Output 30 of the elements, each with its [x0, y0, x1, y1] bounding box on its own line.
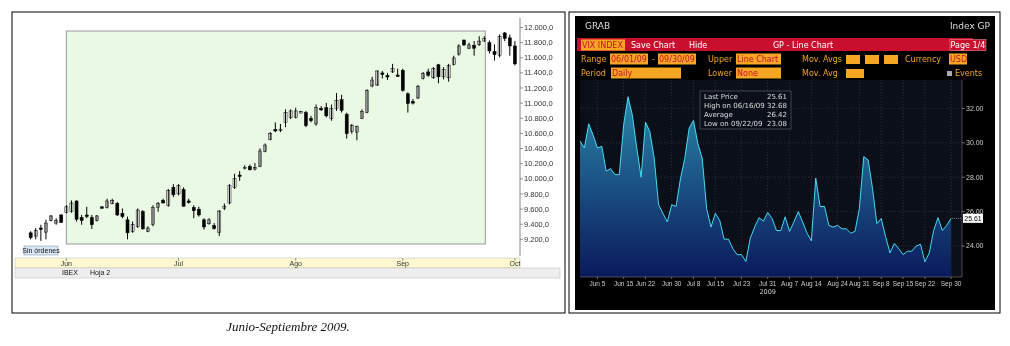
- text: Line Chart: [737, 55, 779, 64]
- text: GP - Line Chart: [772, 41, 834, 50]
- text: Save Chart: [631, 41, 676, 50]
- text: Period: [581, 69, 606, 78]
- candlestick: [487, 39, 492, 54]
- text: Upper: [708, 55, 733, 64]
- text: Index GP: [949, 21, 991, 31]
- candlestick: [268, 131, 273, 141]
- candlestick: [84, 206, 89, 219]
- text: Range: [581, 55, 607, 64]
- text: Currency: [905, 55, 942, 64]
- text: USD: [950, 55, 968, 64]
- candlestick: [451, 55, 456, 66]
- text: Daily: [612, 69, 633, 78]
- text: Junio-Septiembre 2009.: [226, 319, 350, 334]
- text: GRAB: [585, 21, 611, 31]
- text: -: [652, 55, 655, 64]
- text: Hide: [689, 41, 708, 50]
- candlestick: [385, 72, 390, 81]
- text: Events: [955, 69, 983, 78]
- candlestick: [237, 170, 242, 182]
- candlestick: [390, 63, 395, 74]
- text: Lower: [708, 69, 733, 78]
- text: Mov. Avgs: [802, 55, 842, 64]
- text: Page 1/4: [950, 41, 986, 50]
- text: VIX INDEX: [582, 41, 624, 50]
- text: Mov. Avg: [802, 69, 838, 78]
- text: 09/30/09: [659, 55, 695, 64]
- text: 06/01/09: [611, 55, 647, 64]
- text: None: [737, 69, 758, 78]
